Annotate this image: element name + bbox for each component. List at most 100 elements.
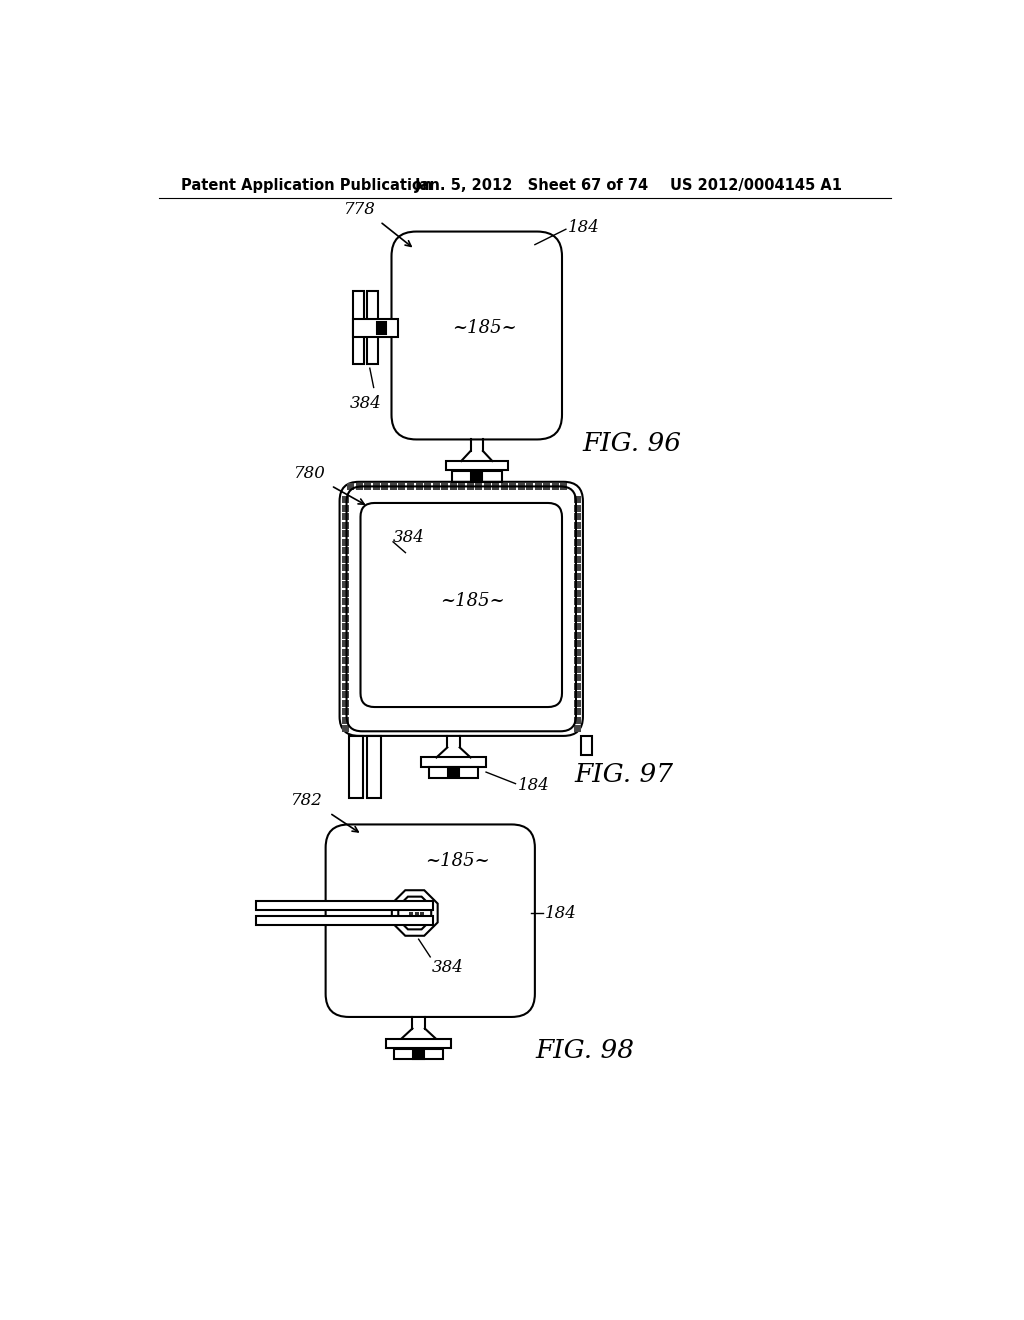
Bar: [342, 573, 349, 579]
Bar: [342, 496, 349, 503]
Bar: [342, 548, 349, 554]
Bar: [560, 483, 567, 490]
Bar: [347, 483, 354, 490]
Text: ~185~: ~185~: [425, 851, 489, 870]
Text: Jan. 5, 2012   Sheet 67 of 74: Jan. 5, 2012 Sheet 67 of 74: [415, 178, 649, 193]
Bar: [573, 581, 581, 589]
Bar: [573, 513, 581, 520]
Text: 384: 384: [432, 960, 464, 977]
Bar: [573, 709, 581, 715]
Bar: [432, 483, 439, 490]
Bar: [573, 521, 581, 529]
Text: 782: 782: [292, 792, 324, 809]
Bar: [424, 483, 431, 490]
Bar: [573, 682, 581, 689]
Bar: [356, 483, 362, 490]
Text: 184: 184: [568, 219, 600, 236]
Bar: [365, 483, 372, 490]
Bar: [367, 737, 381, 797]
Bar: [342, 640, 349, 647]
Text: ~185~: ~185~: [440, 593, 505, 610]
Bar: [342, 682, 349, 689]
Bar: [342, 657, 349, 664]
Text: 384: 384: [350, 395, 382, 412]
Bar: [256, 902, 432, 909]
Bar: [377, 322, 386, 334]
Bar: [342, 607, 349, 614]
Bar: [573, 539, 581, 545]
Text: FIG. 97: FIG. 97: [574, 762, 674, 787]
Bar: [398, 483, 406, 490]
Polygon shape: [398, 896, 431, 929]
Bar: [394, 1048, 443, 1059]
Bar: [526, 483, 534, 490]
Bar: [573, 665, 581, 673]
Bar: [509, 483, 516, 490]
Bar: [452, 471, 502, 482]
Bar: [573, 564, 581, 572]
Bar: [415, 912, 419, 916]
Text: FIG. 98: FIG. 98: [536, 1038, 635, 1063]
Bar: [390, 483, 397, 490]
Bar: [342, 665, 349, 673]
Bar: [573, 531, 581, 537]
Bar: [381, 483, 388, 490]
Bar: [407, 483, 414, 490]
Bar: [449, 768, 459, 777]
Bar: [573, 598, 581, 605]
Bar: [573, 632, 581, 639]
Bar: [483, 483, 490, 490]
Bar: [475, 483, 482, 490]
Bar: [410, 912, 414, 916]
Bar: [501, 483, 508, 490]
Bar: [467, 483, 474, 490]
Bar: [342, 590, 349, 597]
Bar: [342, 717, 349, 723]
Bar: [421, 758, 486, 767]
Bar: [573, 496, 581, 503]
Text: 780: 780: [294, 465, 326, 482]
Bar: [582, 737, 592, 755]
Bar: [342, 615, 349, 622]
Bar: [493, 483, 500, 490]
Bar: [256, 916, 432, 924]
Bar: [573, 649, 581, 656]
Bar: [450, 483, 457, 490]
Bar: [410, 907, 414, 911]
Text: 384: 384: [393, 529, 425, 545]
Bar: [342, 632, 349, 639]
Bar: [420, 907, 424, 911]
Bar: [342, 692, 349, 698]
Bar: [458, 483, 465, 490]
Bar: [342, 556, 349, 562]
Bar: [573, 640, 581, 647]
Bar: [342, 675, 349, 681]
Bar: [342, 531, 349, 537]
Bar: [342, 521, 349, 529]
Bar: [471, 471, 482, 480]
Bar: [342, 623, 349, 631]
Bar: [518, 483, 525, 490]
Bar: [535, 483, 542, 490]
Bar: [367, 292, 378, 364]
Bar: [544, 483, 550, 490]
Bar: [342, 598, 349, 605]
Bar: [573, 717, 581, 723]
Bar: [573, 700, 581, 706]
Bar: [386, 1039, 452, 1048]
Bar: [342, 513, 349, 520]
Bar: [573, 506, 581, 512]
Text: Patent Application Publication: Patent Application Publication: [180, 178, 432, 193]
Text: US 2012/0004145 A1: US 2012/0004145 A1: [671, 178, 843, 193]
Bar: [441, 483, 449, 490]
Bar: [573, 657, 581, 664]
Bar: [342, 709, 349, 715]
Bar: [342, 581, 349, 589]
Bar: [373, 483, 380, 490]
Text: 184: 184: [545, 904, 577, 921]
Bar: [573, 573, 581, 579]
Bar: [342, 506, 349, 512]
Text: ~185~: ~185~: [453, 319, 517, 337]
Bar: [573, 615, 581, 622]
Bar: [342, 564, 349, 572]
